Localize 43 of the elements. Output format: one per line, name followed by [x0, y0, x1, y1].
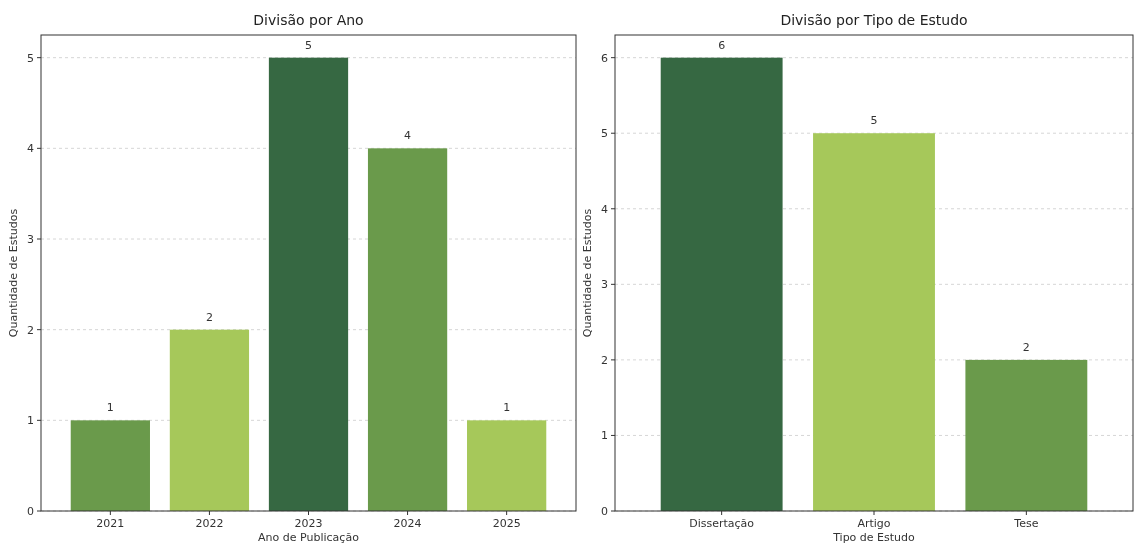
bar: [965, 359, 1088, 511]
x-tick-label: 2023: [294, 517, 323, 530]
y-tick-label: 4: [601, 202, 608, 216]
x-tick-label: Artigo: [857, 517, 891, 530]
y-tick-label: 2: [27, 323, 34, 337]
bar: [268, 57, 349, 511]
y-axis-title: Quantidade de Estudos: [7, 208, 20, 338]
y-tick-label: 2: [601, 353, 608, 367]
chart-title: Divisão por Ano: [253, 12, 364, 28]
bar: [367, 148, 448, 511]
y-tick-label: 0: [27, 504, 34, 518]
x-tick-label: 2021: [96, 517, 125, 530]
y-tick-label: 5: [601, 127, 608, 141]
y-tick-label: 1: [601, 429, 608, 443]
bar: [169, 329, 250, 511]
data-label: 2: [205, 310, 213, 324]
y-axis-title: Quantidade de Estudos: [581, 208, 594, 338]
data-label: 1: [503, 401, 511, 415]
x-axis-title: Ano de Publicação: [258, 531, 360, 543]
chart-title: Divisão por Tipo de Estudo: [780, 12, 968, 28]
data-label: 5: [870, 114, 878, 128]
data-label: 5: [305, 38, 312, 52]
bar: [467, 420, 547, 511]
x-axis-title: Tipo de Estudo: [832, 531, 916, 543]
bar: [70, 420, 150, 511]
x-tick-label: 2024: [393, 517, 422, 530]
y-tick-label: 0: [601, 504, 608, 518]
bar: [813, 133, 935, 511]
x-tick-label: 2025: [492, 517, 521, 530]
x-tick-label: Tese: [1013, 517, 1039, 530]
y-tick-label: 5: [27, 51, 34, 65]
y-tick-label: 6: [601, 51, 608, 65]
bar: [660, 57, 783, 511]
data-label: 4: [404, 129, 412, 143]
data-label: 1: [106, 401, 114, 415]
x-tick-label: 2022: [195, 517, 224, 530]
y-tick-label: 4: [27, 142, 34, 156]
y-tick-label: 3: [27, 232, 34, 246]
y-tick-label: 1: [27, 414, 34, 428]
data-label: 6: [718, 38, 726, 52]
data-label: 2: [1022, 340, 1030, 354]
y-tick-label: 3: [601, 278, 608, 292]
x-tick-label: Dissertação: [689, 517, 755, 530]
